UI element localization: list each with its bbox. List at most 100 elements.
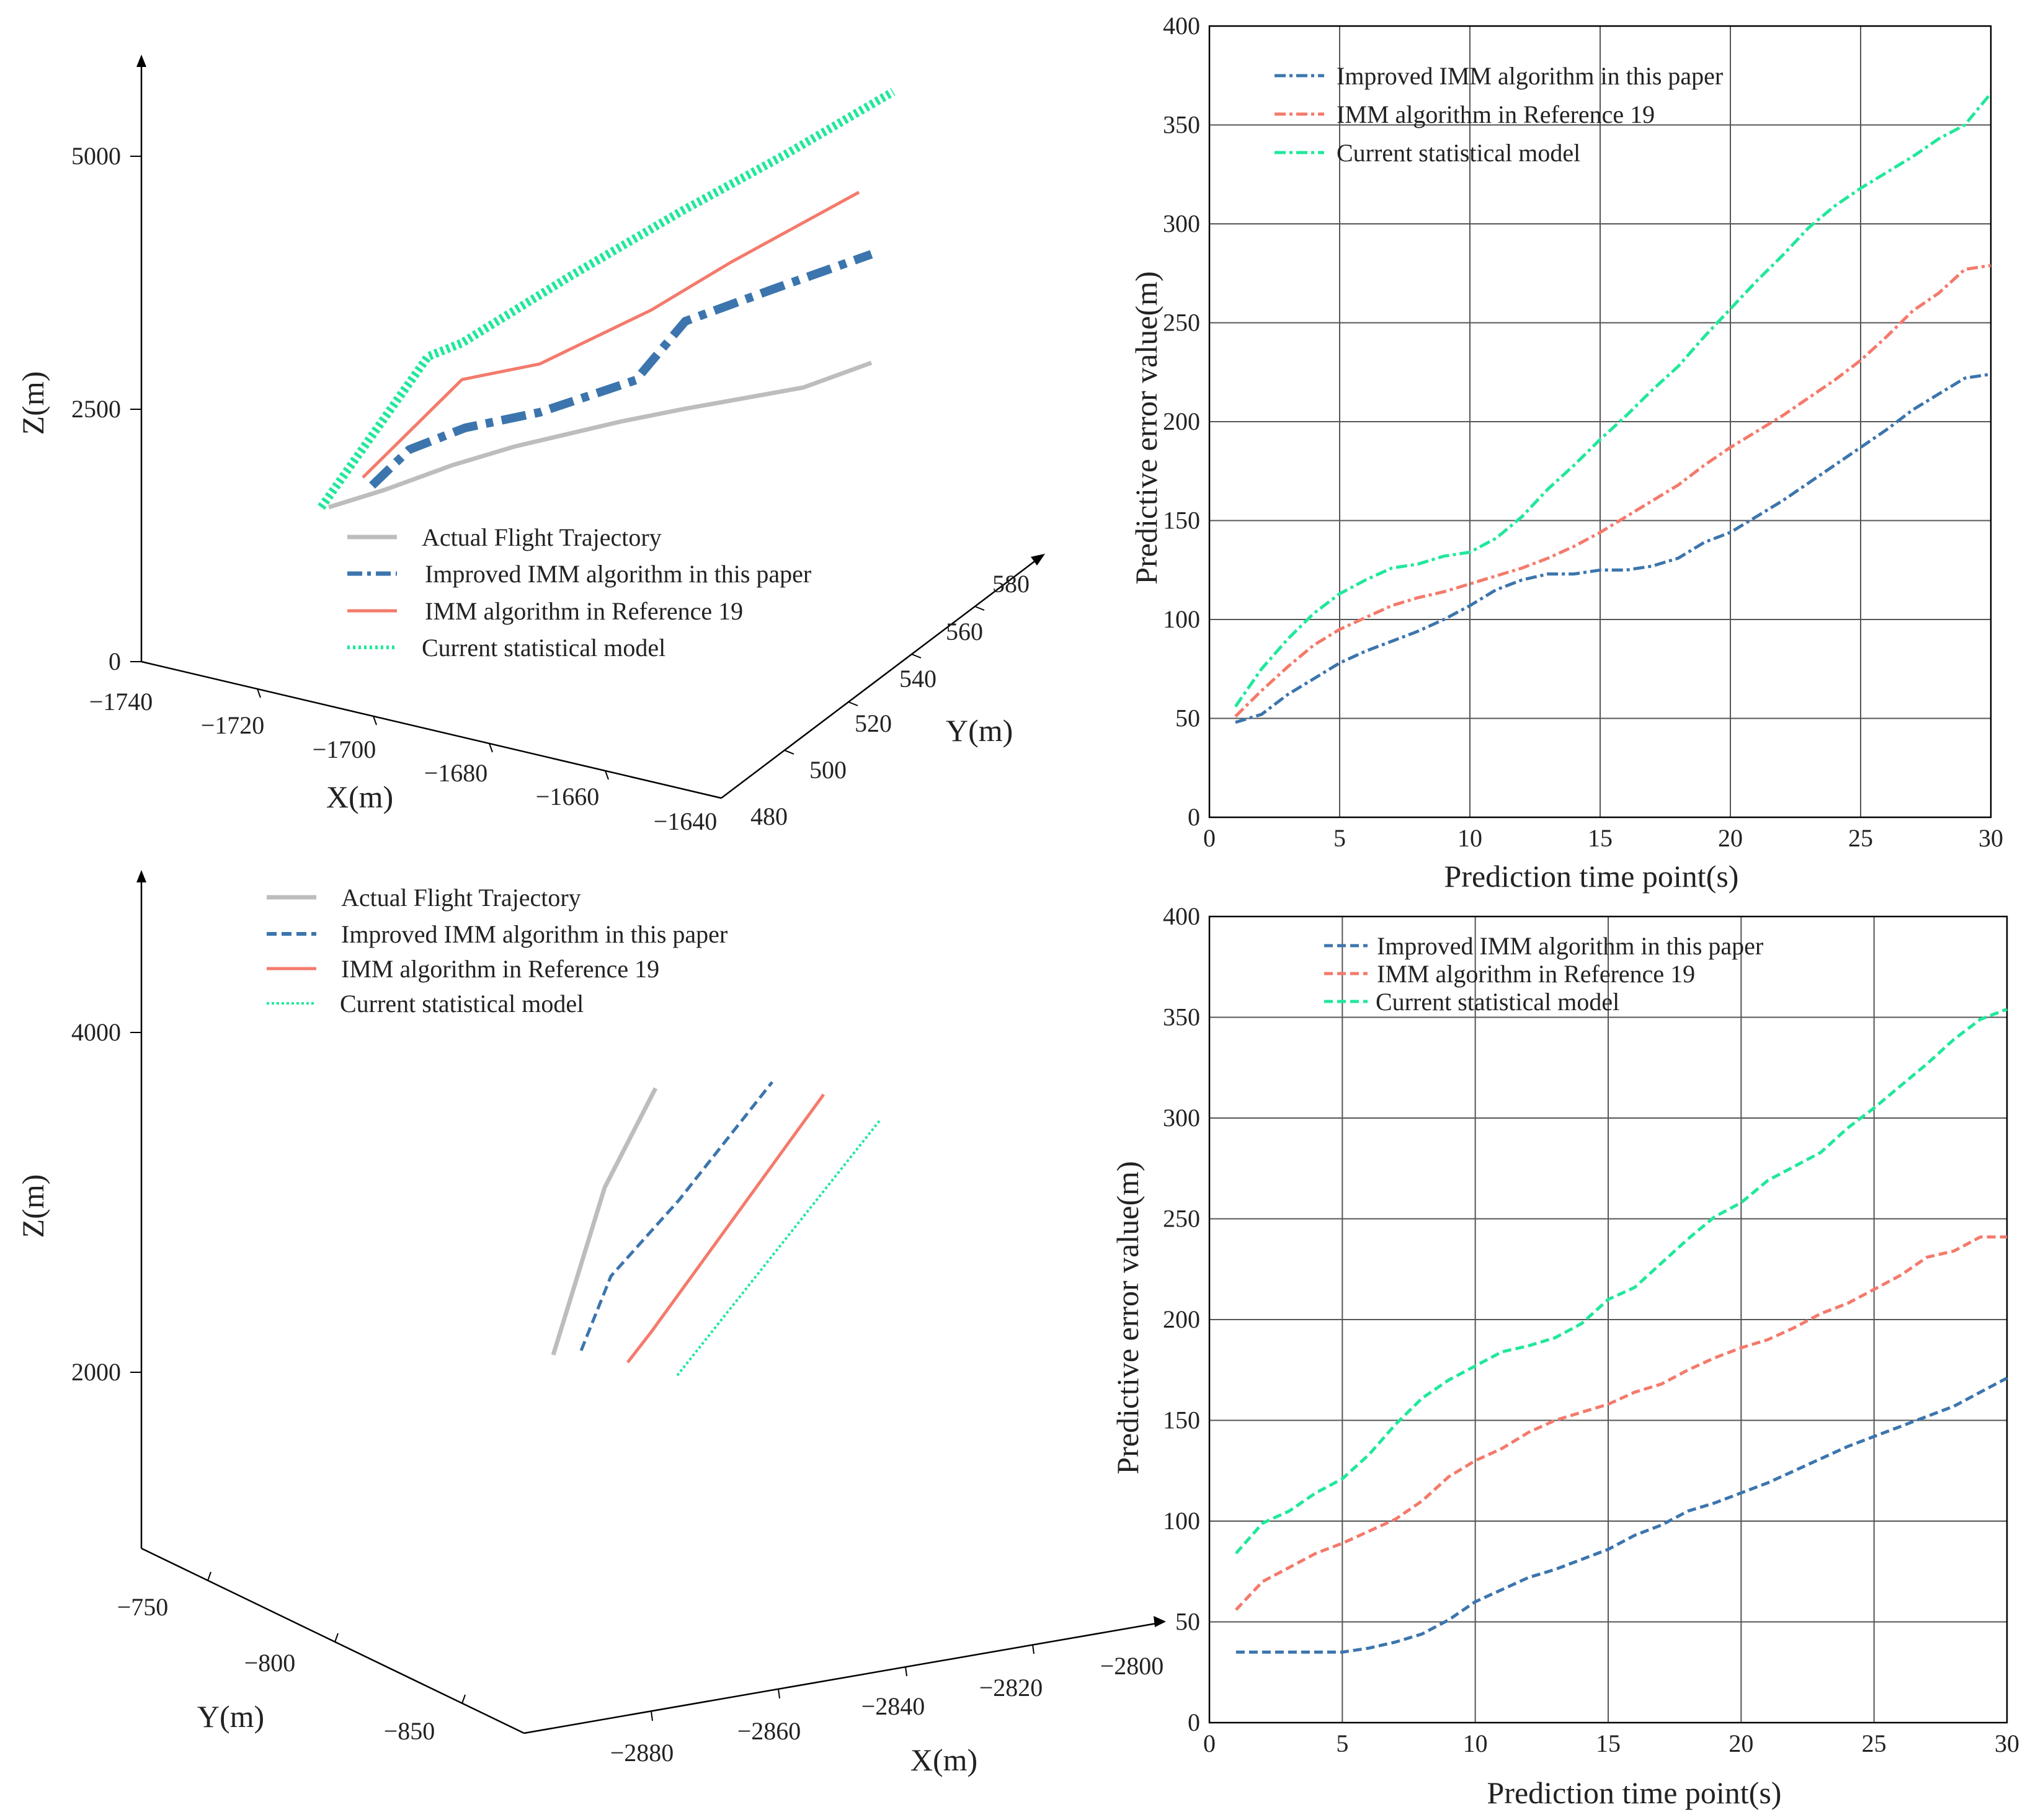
panel-d-plot-frame — [1208, 915, 2008, 1724]
panel-c-x-tick-label: −2860 — [737, 1717, 801, 1745]
panel-c-legend-label: IMM algorithm in Reference 19 — [341, 955, 659, 983]
panel-c-x-tick-mark — [651, 1711, 653, 1721]
panel-c-y-tick-label: −800 — [244, 1649, 296, 1677]
panel-a-imm-ref19-trajectory — [362, 190, 860, 479]
panel-a-legend-label: Improved IMM algorithm in this paper — [425, 560, 811, 588]
panel-b-x-tick-label: 25 — [1848, 824, 1873, 852]
panel-b-y-tick-label: 100 — [1163, 605, 1200, 633]
panel-c-legend: Actual Flight Trajectory Improved IMM al… — [267, 884, 728, 1018]
panel-c-y-tick-mark — [207, 1571, 211, 1581]
panel-a-x-tick-mark — [373, 716, 377, 726]
panel-a-y-tick-mark — [848, 701, 858, 706]
panel-d-y-tick-label: 300 — [1163, 1104, 1200, 1132]
panel-b-legend-label: IMM algorithm in Reference 19 — [1337, 100, 1655, 128]
panel-c-imm-ref19-trajectory — [626, 1093, 825, 1364]
panel-a-y-tick-mark — [911, 654, 922, 659]
panel-d-legend-label: Current statistical model — [1376, 988, 1619, 1016]
panel-a-x-tick-mark — [605, 770, 609, 780]
panel-a-x-tick-label: −1720 — [201, 711, 265, 739]
panel-c-3d-trajectory: 4000 2000 Z(m) −750 −800 −850 Y(m) −2880… — [16, 870, 1166, 1777]
panel-b-series — [1234, 92, 1992, 724]
panel-a-y-axis — [721, 557, 1039, 799]
panel-b-y-tick-label: 0 — [1188, 803, 1200, 831]
panel-d-series-line-imm-ref19 — [1235, 1235, 2007, 1611]
panel-b-x-tick-label: 5 — [1333, 824, 1346, 852]
panel-d-x-tick-label: 0 — [1203, 1729, 1216, 1757]
panel-d-y-axis-label: Predictive error value(m) — [1110, 1161, 1145, 1474]
panel-c-x-tick-mark — [778, 1689, 780, 1699]
panel-c-y-tick-label: −850 — [384, 1717, 435, 1745]
panel-a-x-tick-mark — [489, 743, 493, 753]
panel-c-x-arrow — [1154, 1616, 1166, 1627]
panel-a-x-axis-label: X(m) — [326, 779, 393, 814]
panel-a-z-tick-label: 0 — [109, 647, 121, 675]
panel-c-z-tick-label: 4000 — [71, 1018, 121, 1046]
panel-a-y-tick-label: 580 — [992, 570, 1030, 598]
panel-d-x-tick-label: 5 — [1336, 1729, 1348, 1757]
panel-a-y-tick-label: 480 — [750, 802, 788, 830]
panel-b-y-tick-label: 200 — [1163, 407, 1200, 435]
panel-b-y-tick-label: 50 — [1175, 704, 1200, 732]
panel-b-series-line-imm-ref19 — [1234, 264, 1991, 718]
panel-d-x-tick-label: 20 — [1729, 1729, 1753, 1757]
panel-b-series-line-current-statistical-model — [1234, 92, 1992, 708]
panel-d-x-tick-label: 30 — [1995, 1729, 2019, 1757]
panel-a-x-axis — [141, 660, 722, 799]
panel-c-x-tick-mark — [1032, 1644, 1035, 1654]
panel-c-x-axis-label: X(m) — [910, 1742, 977, 1777]
panel-a-actual-trajectory — [327, 360, 873, 510]
panel-d-x-tick-label: 10 — [1463, 1729, 1488, 1757]
panel-b-x-tick-label: 20 — [1718, 824, 1743, 852]
panel-a-z-axis-label: Z(m) — [16, 371, 50, 435]
panel-b-x-tick-label: 10 — [1457, 824, 1482, 852]
panel-b-y-tick-label: 400 — [1163, 12, 1200, 40]
panel-b-y-tick-label: 250 — [1163, 309, 1200, 337]
panel-a-x-tick-mark — [257, 688, 261, 698]
panel-d-y-tick-label: 100 — [1163, 1507, 1200, 1535]
panel-a-legend: Actual Flight Trajectory Improved IMM al… — [347, 523, 811, 662]
panel-c-legend-label: Current statistical model — [340, 990, 584, 1018]
panel-d-legend-label: IMM algorithm in Reference 19 — [1377, 960, 1695, 988]
panel-a-y-tick-label: 560 — [946, 618, 983, 646]
panel-c-y-tick-mark — [461, 1694, 466, 1704]
panel-a-y-arrow — [1031, 554, 1045, 566]
panel-d-y-tick-label: 250 — [1163, 1205, 1200, 1233]
panel-a-x-tick-label: −1700 — [313, 735, 376, 763]
panel-a-y-tick-label: 500 — [809, 756, 847, 784]
panel-a-3d-trajectory: 0 2500 5000 Z(m) −1740 −1720 −1700 −1680… — [16, 55, 1045, 835]
panel-b-legend-label: Current statistical model — [1337, 139, 1580, 167]
panel-c-x-tick-label: −2840 — [861, 1692, 925, 1720]
panel-b-y-tick-label: 350 — [1163, 111, 1200, 139]
panel-c-y-axis-label: Y(m) — [197, 1699, 264, 1734]
panel-c-z-tick-label: 2000 — [71, 1358, 121, 1386]
panel-a-y-tick-label: 520 — [855, 709, 892, 737]
panel-c-improved-imm-trajectory — [579, 1081, 773, 1351]
panel-a-x-tick-label: −1640 — [654, 807, 718, 835]
panel-a-z-tick-label: 5000 — [71, 142, 121, 170]
panel-d-y-tick-label: 150 — [1163, 1406, 1200, 1434]
panel-c-y-axis — [141, 1547, 525, 1734]
panel-b-plot-frame — [1208, 25, 1992, 819]
panel-c-x-tick-label: −2880 — [610, 1739, 674, 1767]
panel-b-x-tick-label: 15 — [1588, 824, 1613, 852]
panel-d-x-tick-label: 25 — [1862, 1729, 1887, 1757]
panel-b-x-tick-label: 30 — [1978, 824, 2003, 852]
panel-c-y-tick-label: −750 — [117, 1593, 169, 1621]
panel-d-x-axis-label: Prediction time point(s) — [1487, 1775, 1782, 1810]
panel-d-y-tick-label: 350 — [1163, 1003, 1200, 1031]
panel-d-y-tick-label: 400 — [1163, 902, 1200, 930]
panel-d-x-tick-label: 15 — [1596, 1729, 1621, 1757]
panel-d-y-tick-label: 0 — [1188, 1708, 1200, 1736]
panel-b-y-axis-label: Predictive error value(m) — [1129, 271, 1164, 584]
panel-b-x-tick-label: 0 — [1203, 824, 1216, 852]
panel-b-legend-label: Improved IMM algorithm in this paper — [1337, 62, 1723, 90]
panel-a-y-tick-mark — [784, 750, 794, 755]
panel-b-y-tick-label: 300 — [1163, 210, 1200, 237]
panel-b-legend: Improved IMM algorithm in this paper IMM… — [1275, 62, 1723, 167]
panel-a-current-statistical-model-trajectory — [318, 87, 896, 510]
panel-a-legend-label: Current statistical model — [422, 634, 665, 662]
